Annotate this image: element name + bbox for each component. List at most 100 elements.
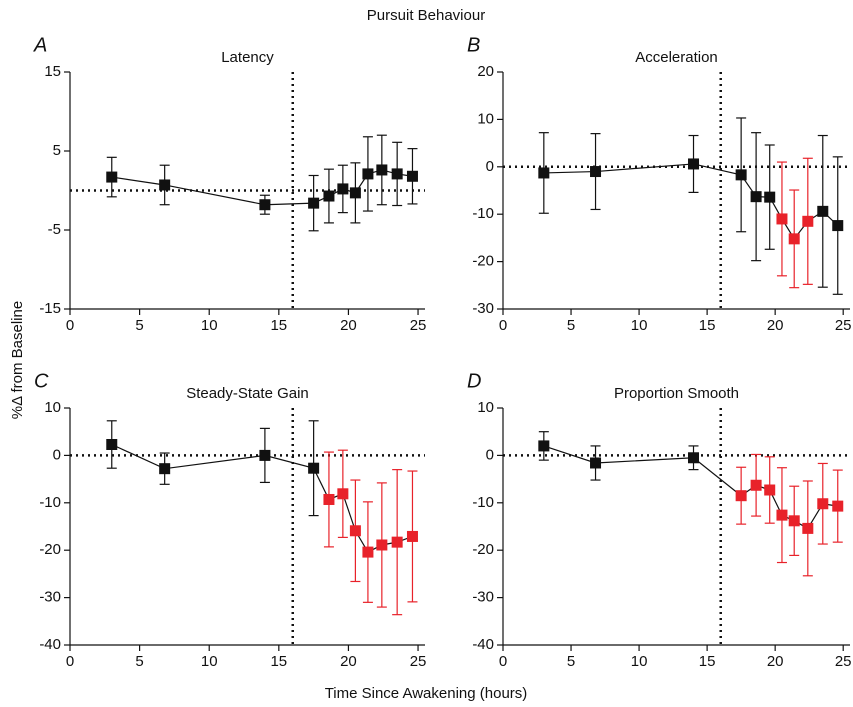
x-tick-label: 5 bbox=[567, 653, 575, 670]
x-tick-label: 20 bbox=[340, 317, 357, 334]
data-point bbox=[349, 525, 361, 537]
x-tick-label: 20 bbox=[340, 653, 357, 670]
panel-letter: A bbox=[33, 34, 47, 56]
data-point bbox=[538, 167, 550, 179]
data-point bbox=[832, 500, 844, 512]
data-point bbox=[106, 438, 118, 450]
data-point bbox=[308, 197, 320, 209]
y-tick-label: 0 bbox=[53, 446, 61, 463]
y-tick-label: 20 bbox=[477, 63, 494, 80]
y-axis-label: %Δ from Baseline bbox=[9, 301, 26, 419]
y-tick-label: 15 bbox=[44, 63, 61, 80]
x-tick-label: 5 bbox=[135, 317, 143, 334]
y-tick-label: -20 bbox=[39, 541, 61, 558]
data-point bbox=[159, 179, 171, 191]
data-point bbox=[259, 199, 271, 211]
data-point bbox=[406, 170, 418, 182]
x-tick-label: 5 bbox=[567, 317, 575, 334]
x-tick-label: 15 bbox=[270, 317, 287, 334]
x-tick-label: 15 bbox=[699, 317, 716, 334]
data-point bbox=[337, 183, 349, 195]
y-tick-label: 5 bbox=[53, 142, 61, 159]
data-point bbox=[391, 168, 403, 180]
y-tick-label: -20 bbox=[472, 541, 494, 558]
y-tick-label: -40 bbox=[39, 636, 61, 653]
data-point bbox=[735, 490, 747, 502]
x-tick-label: 0 bbox=[66, 317, 74, 334]
data-point bbox=[832, 220, 844, 232]
data-point bbox=[337, 488, 349, 500]
data-point bbox=[776, 213, 788, 225]
data-point bbox=[764, 191, 776, 203]
y-tick-label: -30 bbox=[472, 589, 494, 606]
y-tick-label: 0 bbox=[486, 446, 494, 463]
data-point bbox=[688, 452, 700, 464]
x-tick-label: 20 bbox=[767, 653, 784, 670]
data-point bbox=[362, 168, 374, 180]
y-tick-label: -30 bbox=[472, 300, 494, 317]
x-tick-label: 15 bbox=[270, 653, 287, 670]
x-tick-label: 10 bbox=[631, 653, 648, 670]
data-point bbox=[590, 457, 602, 469]
y-tick-label: 10 bbox=[477, 110, 494, 127]
data-point bbox=[406, 530, 418, 542]
x-tick-label: 10 bbox=[201, 653, 218, 670]
data-point bbox=[259, 449, 271, 461]
x-tick-label: 10 bbox=[201, 317, 218, 334]
data-point bbox=[776, 509, 788, 521]
x-tick-label: 20 bbox=[767, 317, 784, 334]
data-point bbox=[788, 233, 800, 245]
data-point bbox=[376, 164, 388, 176]
data-point bbox=[788, 515, 800, 527]
y-tick-label: -10 bbox=[472, 205, 494, 222]
data-point bbox=[323, 493, 335, 505]
x-tick-label: 10 bbox=[631, 317, 648, 334]
y-tick-label: 10 bbox=[477, 399, 494, 416]
data-point bbox=[106, 171, 118, 183]
x-axis-label: Time Since Awakening (hours) bbox=[325, 685, 528, 702]
y-tick-label: -40 bbox=[472, 636, 494, 653]
y-tick-label: -5 bbox=[48, 221, 61, 238]
x-tick-label: 25 bbox=[835, 653, 852, 670]
data-point bbox=[764, 484, 776, 496]
data-point bbox=[538, 440, 550, 452]
y-tick-label: -15 bbox=[39, 300, 61, 317]
y-tick-label: -10 bbox=[472, 494, 494, 511]
y-tick-label: -10 bbox=[39, 494, 61, 511]
data-point bbox=[376, 539, 388, 551]
panel-title: Proportion Smooth bbox=[614, 385, 739, 402]
panel-title: Latency bbox=[221, 49, 274, 66]
y-tick-label: 0 bbox=[486, 158, 494, 175]
data-point bbox=[750, 479, 762, 491]
x-tick-label: 25 bbox=[410, 653, 427, 670]
y-tick-label: 10 bbox=[44, 399, 61, 416]
data-point bbox=[308, 462, 320, 474]
panel-letter: D bbox=[467, 370, 481, 392]
panel-letter: C bbox=[34, 370, 49, 392]
data-point bbox=[802, 215, 814, 227]
x-tick-label: 25 bbox=[410, 317, 427, 334]
x-tick-label: 25 bbox=[835, 317, 852, 334]
data-point bbox=[362, 546, 374, 558]
x-tick-label: 0 bbox=[66, 653, 74, 670]
panel-title: Steady-State Gain bbox=[186, 385, 309, 402]
x-tick-label: 5 bbox=[135, 653, 143, 670]
data-point bbox=[750, 191, 762, 203]
panel-title: Acceleration bbox=[635, 49, 718, 66]
data-point bbox=[159, 463, 171, 475]
y-tick-label: -20 bbox=[472, 253, 494, 270]
y-tick-label: -30 bbox=[39, 589, 61, 606]
panel-letter: B bbox=[467, 34, 480, 56]
x-tick-label: 0 bbox=[499, 317, 507, 334]
figure-title: Pursuit Behaviour bbox=[367, 7, 485, 24]
data-point bbox=[349, 187, 361, 199]
data-point bbox=[688, 158, 700, 170]
data-point bbox=[817, 498, 829, 510]
data-point bbox=[802, 522, 814, 534]
data-point bbox=[590, 166, 602, 178]
x-tick-label: 15 bbox=[699, 653, 716, 670]
x-tick-label: 0 bbox=[499, 653, 507, 670]
data-point bbox=[817, 205, 829, 217]
data-point bbox=[391, 536, 403, 548]
